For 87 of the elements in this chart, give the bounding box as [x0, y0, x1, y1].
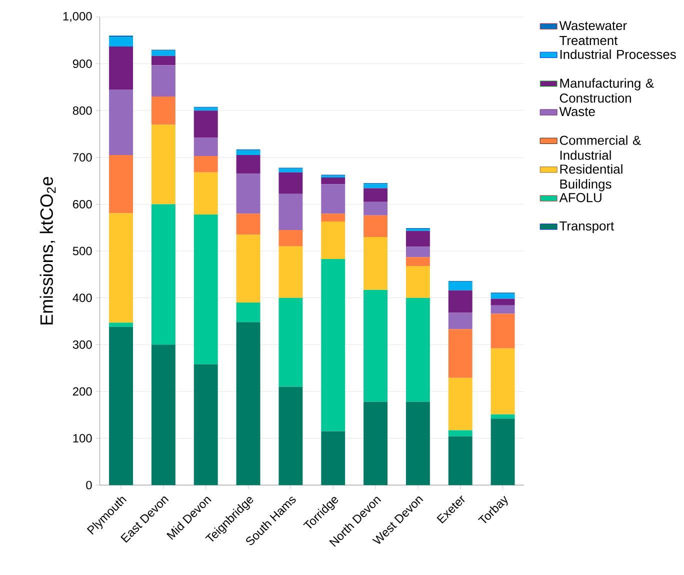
y-tick-label: 800 — [72, 106, 92, 115]
bar — [490, 305, 515, 314]
legend-label: Manufacturing & Construction — [560, 78, 654, 103]
y-axis-title: Emissions, ktCO$_{2}$e — [40, 177, 56, 324]
bar — [406, 402, 430, 486]
bar — [406, 257, 430, 266]
y-tick-label: 0 — [86, 480, 92, 490]
bar — [151, 50, 176, 56]
bar — [278, 298, 303, 387]
legend-label: Residential Buildings — [560, 164, 622, 192]
bar — [151, 204, 176, 345]
bar — [236, 150, 260, 156]
bar — [406, 246, 430, 258]
bar — [194, 110, 218, 138]
bar — [194, 214, 218, 364]
bar — [151, 96, 176, 125]
y-tick-label: 900 — [72, 60, 92, 68]
bar — [321, 222, 346, 260]
bar — [448, 436, 472, 486]
bar — [448, 312, 472, 330]
bar — [490, 418, 515, 486]
bar — [109, 90, 133, 156]
y-tick-label: 400 — [72, 294, 92, 302]
bar — [364, 184, 388, 188]
bar — [236, 322, 260, 486]
legend-label: Commercial & Industrial — [560, 135, 641, 160]
y-tick-label: 200 — [72, 387, 92, 396]
bar — [236, 174, 260, 214]
bar — [194, 172, 218, 215]
bar — [151, 124, 176, 204]
bar — [236, 155, 260, 174]
bar — [364, 290, 388, 402]
bar — [151, 56, 176, 66]
bar — [278, 194, 303, 230]
y-tick-label: 300 — [72, 340, 92, 349]
bar — [109, 322, 133, 327]
bar — [236, 234, 260, 303]
legend-label: Transport — [560, 222, 614, 234]
bar — [151, 344, 176, 486]
bar — [321, 214, 346, 222]
bar — [364, 202, 388, 216]
bar — [490, 414, 515, 419]
bar — [490, 314, 515, 348]
bar — [109, 46, 133, 90]
bar — [194, 156, 218, 172]
legend-label: Wastewater Treatment — [559, 21, 627, 46]
bar — [236, 302, 260, 322]
bar — [448, 282, 472, 290]
bar — [448, 430, 472, 436]
bar — [364, 188, 388, 202]
y-tick-label: 500 — [72, 246, 92, 256]
bar — [448, 329, 472, 378]
bar — [321, 431, 346, 486]
bar — [278, 230, 303, 246]
bar — [364, 215, 388, 238]
bar — [278, 172, 303, 194]
legend-label: Industrial Processes — [560, 50, 676, 60]
bar — [406, 266, 430, 298]
bar — [151, 65, 176, 97]
bar — [364, 237, 388, 290]
bar — [278, 246, 303, 298]
bar — [406, 230, 430, 247]
y-tick-label: 100 — [73, 434, 92, 443]
bar — [321, 259, 346, 432]
bar — [109, 213, 133, 323]
bar — [321, 178, 346, 184]
y-tick-label: 1,000 — [63, 12, 92, 22]
legend-label: AFOLU — [559, 193, 602, 202]
bar — [278, 168, 303, 172]
bar — [194, 364, 218, 486]
bar — [490, 298, 515, 306]
bar — [194, 138, 218, 156]
bar — [109, 155, 133, 214]
bar — [109, 37, 133, 46]
bar — [236, 214, 260, 235]
bar — [490, 348, 515, 414]
bar — [364, 402, 388, 486]
bar — [448, 290, 472, 313]
bar — [448, 378, 472, 430]
legend-label: Waste — [559, 107, 595, 116]
bar — [321, 184, 346, 214]
bar — [406, 298, 430, 402]
bar — [490, 294, 515, 299]
y-tick-label: 700 — [73, 153, 92, 162]
y-tick-label: 600 — [73, 200, 92, 208]
bar — [278, 386, 303, 486]
bar — [109, 326, 133, 486]
